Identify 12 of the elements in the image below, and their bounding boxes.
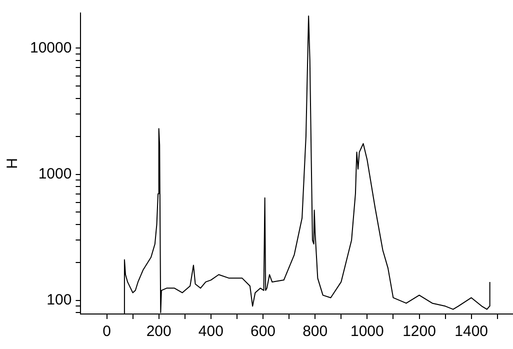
x-tick-label: 1000 <box>350 323 384 340</box>
x-tick-label: 200 <box>146 323 172 340</box>
x-tick-label: 0 <box>102 323 111 340</box>
y-tick-label: 1000 <box>38 165 72 182</box>
y-tick-label: 100 <box>46 292 72 309</box>
x-tick-label: 400 <box>198 323 224 340</box>
x-tick-label: 1400 <box>454 323 488 340</box>
x-tick-label: 800 <box>302 323 328 340</box>
x-tick-label: 1200 <box>402 323 436 340</box>
y-axis-title: H <box>4 158 22 169</box>
x-tick-label: 600 <box>250 323 276 340</box>
y-tick-label: 10000 <box>30 39 72 56</box>
